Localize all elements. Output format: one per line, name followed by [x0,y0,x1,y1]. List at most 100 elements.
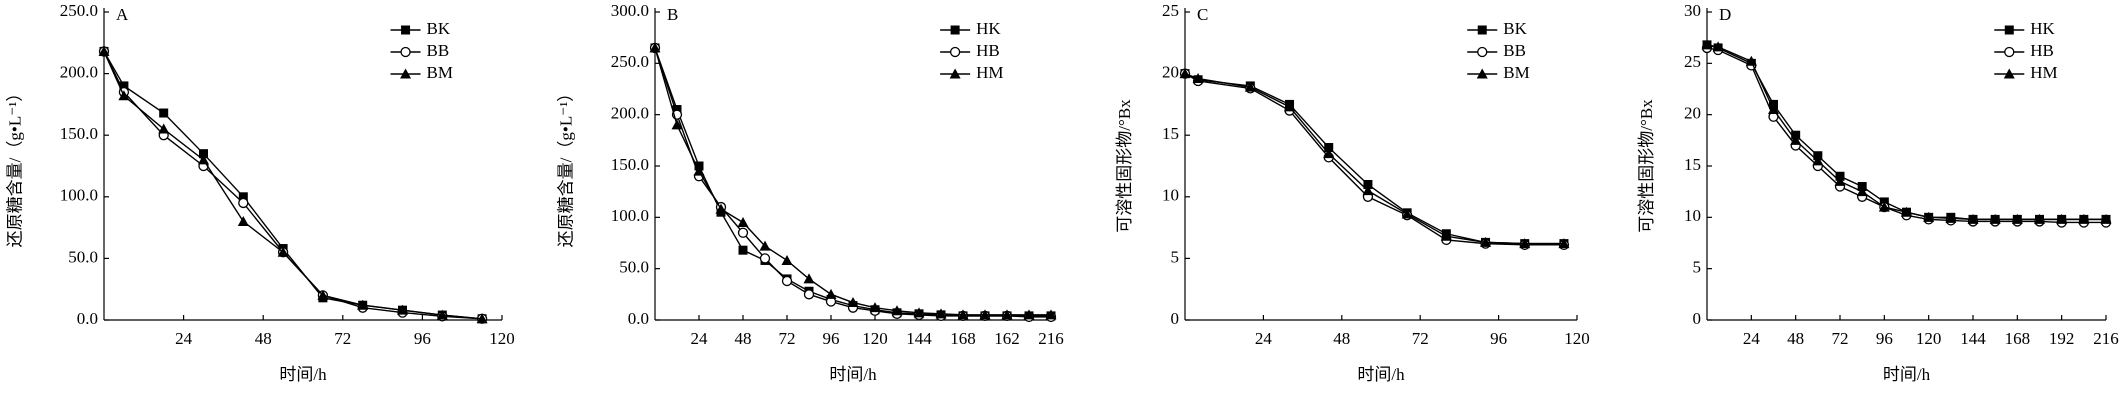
marker [436,309,448,320]
marker [738,245,748,255]
marker [1001,309,1013,320]
y-tick-label: 15 [1162,124,1179,143]
marker [1945,212,1957,223]
x-tick-label: 72 [334,329,351,348]
panel-label: C [1197,5,1208,24]
x-tick-label: 72 [1412,329,1429,348]
series-line [654,47,1051,318]
legend-marker [1477,25,1487,35]
y-axis-label: 可溶性固形物/°Bx [1637,99,1656,233]
y-tick-label: 30 [1684,1,1701,20]
y-tick-label: 50.0 [619,258,649,277]
x-tick-label: 96 [414,329,431,348]
marker [1440,230,1452,241]
legend-marker [949,68,961,79]
legend-marker [1477,46,1488,58]
marker [238,192,248,202]
marker [476,313,488,324]
series-line [103,51,483,320]
y-tick-label: 5 [1693,258,1702,277]
marker [119,81,129,91]
x-tick-label: 120 [1916,329,1942,348]
marker [979,309,991,320]
marker [1989,213,2001,224]
marker [1790,134,1802,145]
marker [1745,55,1757,66]
y-tick-label: 100.0 [60,186,98,205]
x-tick-label: 72 [1832,329,1849,348]
marker [237,215,249,226]
y-tick-label: 25 [1684,52,1701,71]
marker [1519,238,1531,249]
marker [1401,208,1413,219]
legend-marker [2004,46,2015,58]
x-tick-label: 144 [1960,329,1986,348]
marker [397,304,408,315]
x-tick-label: 24 [175,329,193,348]
y-tick-label: 200.0 [611,104,649,123]
marker [1768,104,1779,115]
y-tick-label: 200.0 [60,63,98,82]
x-tick-label: 96 [1490,329,1507,348]
legend-label: BM [427,63,453,82]
x-tick-label: 72 [779,329,796,348]
marker [1192,73,1204,84]
marker [2034,213,2045,224]
marker [1901,206,1912,217]
legend-marker [401,25,411,35]
marker [693,165,705,176]
marker [2078,213,2090,224]
marker [2056,213,2068,224]
y-tick-label: 0 [1171,309,1180,328]
series-line [654,47,1051,316]
series-line [103,51,483,320]
y-tick-label: 10 [1684,206,1701,225]
y-tick-label: 20 [1684,104,1701,123]
marker [1323,148,1335,159]
legend-label: HB [976,41,1000,60]
marker [759,240,771,251]
marker [1023,309,1035,320]
marker [1923,211,1935,222]
marker [238,197,249,209]
legend-marker [400,46,411,58]
marker [869,302,881,313]
legend-label: HK [976,19,1001,38]
y-tick-label: 100.0 [611,206,649,225]
marker [759,253,771,264]
marker [158,123,170,134]
legend-label: HM [2030,63,2057,82]
x-axis-label: 时间/h [1883,365,1931,384]
marker [715,203,727,214]
legend-label: BB [427,41,450,60]
series-line [1184,72,1564,245]
y-tick-label: 0.0 [628,309,649,328]
marker [199,149,208,159]
marker [1701,39,1713,50]
marker [825,288,837,299]
marker [317,289,329,300]
legend-label: BK [427,19,451,38]
marker [1045,309,1057,320]
x-axis-label: 时间/h [829,365,877,384]
marker [277,246,289,257]
marker [1179,68,1191,79]
y-tick-label: 5 [1171,247,1180,266]
x-tick-label: 48 [255,329,272,348]
marker [1967,213,1979,224]
legend-marker [949,46,961,58]
y-tick-label: 150.0 [60,124,98,143]
marker [2011,213,2023,224]
legend-marker [400,68,412,79]
marker [1712,41,1724,52]
y-tick-label: 50.0 [68,247,98,266]
y-axis-label: 还原糖含量/（g•L⁻¹） [5,85,24,248]
marker [781,275,793,287]
marker [737,227,749,238]
marker [118,90,130,101]
legend-label: HM [976,63,1003,82]
marker [781,254,793,265]
legend-label: BM [1503,63,1529,82]
series-line [103,51,483,320]
legend-label: BB [1503,41,1526,60]
